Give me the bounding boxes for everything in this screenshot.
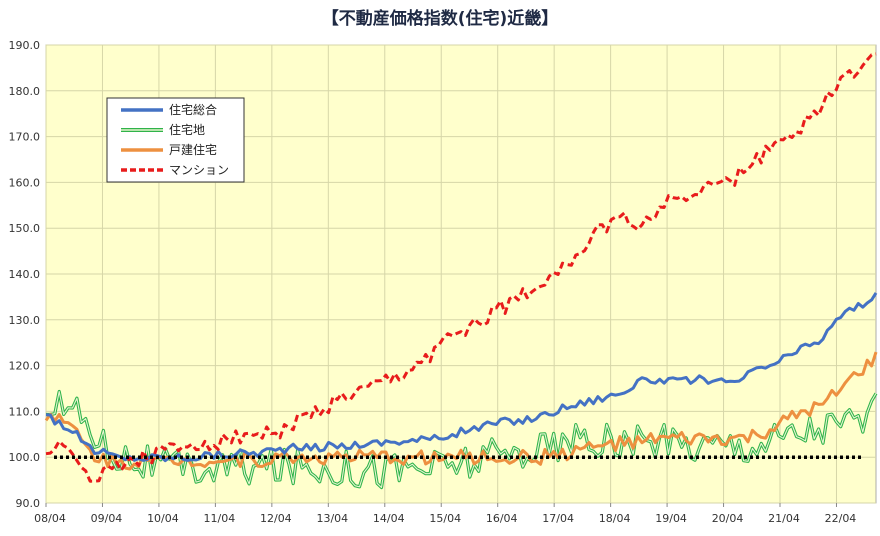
x-tick-label: 09/04 bbox=[91, 512, 123, 525]
x-tick-label: 14/04 bbox=[373, 512, 405, 525]
legend-label: マンション bbox=[169, 163, 229, 177]
chart-title: 【不動産価格指数(住宅)近畿】 bbox=[321, 9, 559, 29]
y-tick-label: 180.0 bbox=[9, 85, 41, 98]
x-tick-label: 13/04 bbox=[316, 512, 348, 525]
y-tick-label: 100.0 bbox=[9, 451, 41, 464]
y-tick-label: 110.0 bbox=[9, 405, 41, 418]
grid-lines bbox=[45, 44, 876, 504]
series-1 bbox=[45, 292, 878, 463]
x-tick-label: 11/04 bbox=[204, 512, 236, 525]
x-tick-label: 20/04 bbox=[712, 512, 744, 525]
series-2 bbox=[46, 389, 878, 490]
y-tick-label: 130.0 bbox=[9, 314, 41, 327]
y-tick-label: 140.0 bbox=[9, 268, 41, 281]
series-line bbox=[45, 52, 877, 483]
y-tick-label: 90.0 bbox=[16, 497, 41, 510]
x-tick-label: 08/04 bbox=[34, 512, 66, 525]
legend-item: マンション bbox=[121, 163, 229, 177]
series-line bbox=[45, 292, 878, 463]
x-tick-label: 18/04 bbox=[599, 512, 631, 525]
x-tick-label: 19/04 bbox=[655, 512, 687, 525]
y-tick-label: 150.0 bbox=[9, 222, 41, 235]
legend-label: 住宅総合 bbox=[169, 102, 217, 117]
y-tick-label: 190.0 bbox=[9, 39, 41, 52]
y-tick-label: 120.0 bbox=[9, 360, 41, 373]
x-tick-label: 21/04 bbox=[768, 512, 800, 525]
x-tick-label: 10/04 bbox=[147, 512, 179, 525]
legend-box bbox=[106, 97, 245, 183]
x-tick-label: 22/04 bbox=[825, 512, 857, 525]
legend-item: 戸建住宅 bbox=[121, 142, 217, 157]
x-axis: 08/04 09/04 10/04 11/04 12/04 13/04 14/04 15/04… bbox=[34, 503, 856, 525]
legend-label: 住宅地 bbox=[169, 122, 205, 137]
legend-item: 住宅総合 bbox=[121, 102, 217, 117]
x-tick-label: 12/04 bbox=[260, 512, 292, 525]
x-tick-label: 15/04 bbox=[429, 512, 461, 525]
y-tick-label: 170.0 bbox=[9, 131, 41, 144]
series-line-inner bbox=[46, 390, 877, 489]
series-4 bbox=[45, 52, 877, 483]
series-layer bbox=[44, 52, 878, 490]
legend-label: 戸建住宅 bbox=[169, 142, 217, 157]
x-tick-label: 16/04 bbox=[486, 512, 518, 525]
y-tick-label: 160.0 bbox=[9, 176, 41, 189]
x-tick-label: 17/04 bbox=[542, 512, 574, 525]
y-axis: 90.0 100.0 110.0 120.0 130.0 140.0 150.0 160.0 1… bbox=[9, 39, 41, 510]
legend-item: 住宅地 bbox=[121, 122, 205, 137]
